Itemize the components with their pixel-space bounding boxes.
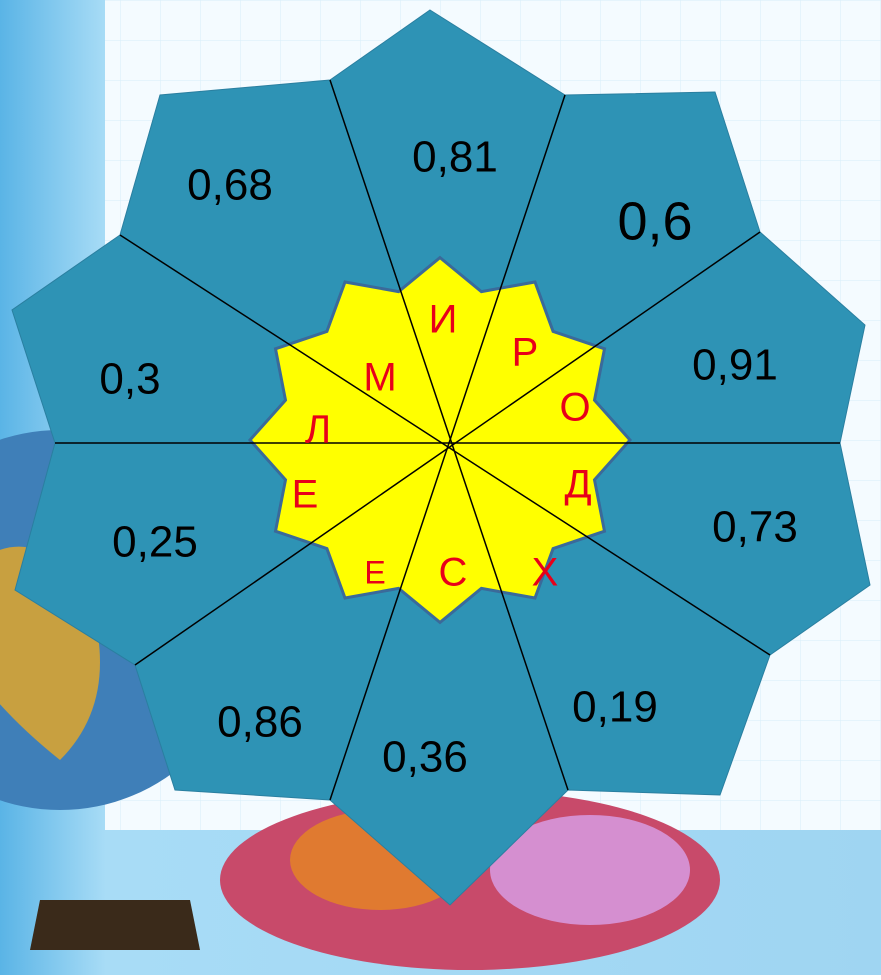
letter: О (559, 386, 590, 430)
letter: Х (532, 551, 559, 595)
globe-stand (30, 900, 200, 950)
number: 0,86 (217, 698, 303, 747)
number: 0,6 (617, 191, 692, 251)
number: 0,91 (692, 341, 778, 390)
letter: Е (364, 554, 385, 590)
letter: С (439, 551, 468, 595)
letter: Л (305, 408, 331, 452)
number: 0,36 (382, 733, 468, 782)
letter: Р (512, 331, 539, 375)
number: 0,19 (572, 683, 658, 732)
number: 0,3 (99, 355, 160, 404)
number: 0,73 (712, 503, 798, 552)
slide: 0,81 0,6 0,91 0,73 0,19 0,36 0,86 0,25 0,3 0,68 И Р… (0, 0, 881, 975)
number: 0,68 (187, 161, 273, 210)
letter: Д (564, 463, 591, 507)
number: 0,81 (412, 133, 498, 182)
letter: И (429, 298, 458, 342)
letter: Е (292, 473, 319, 517)
letter: М (363, 356, 396, 400)
number: 0,25 (112, 518, 198, 567)
